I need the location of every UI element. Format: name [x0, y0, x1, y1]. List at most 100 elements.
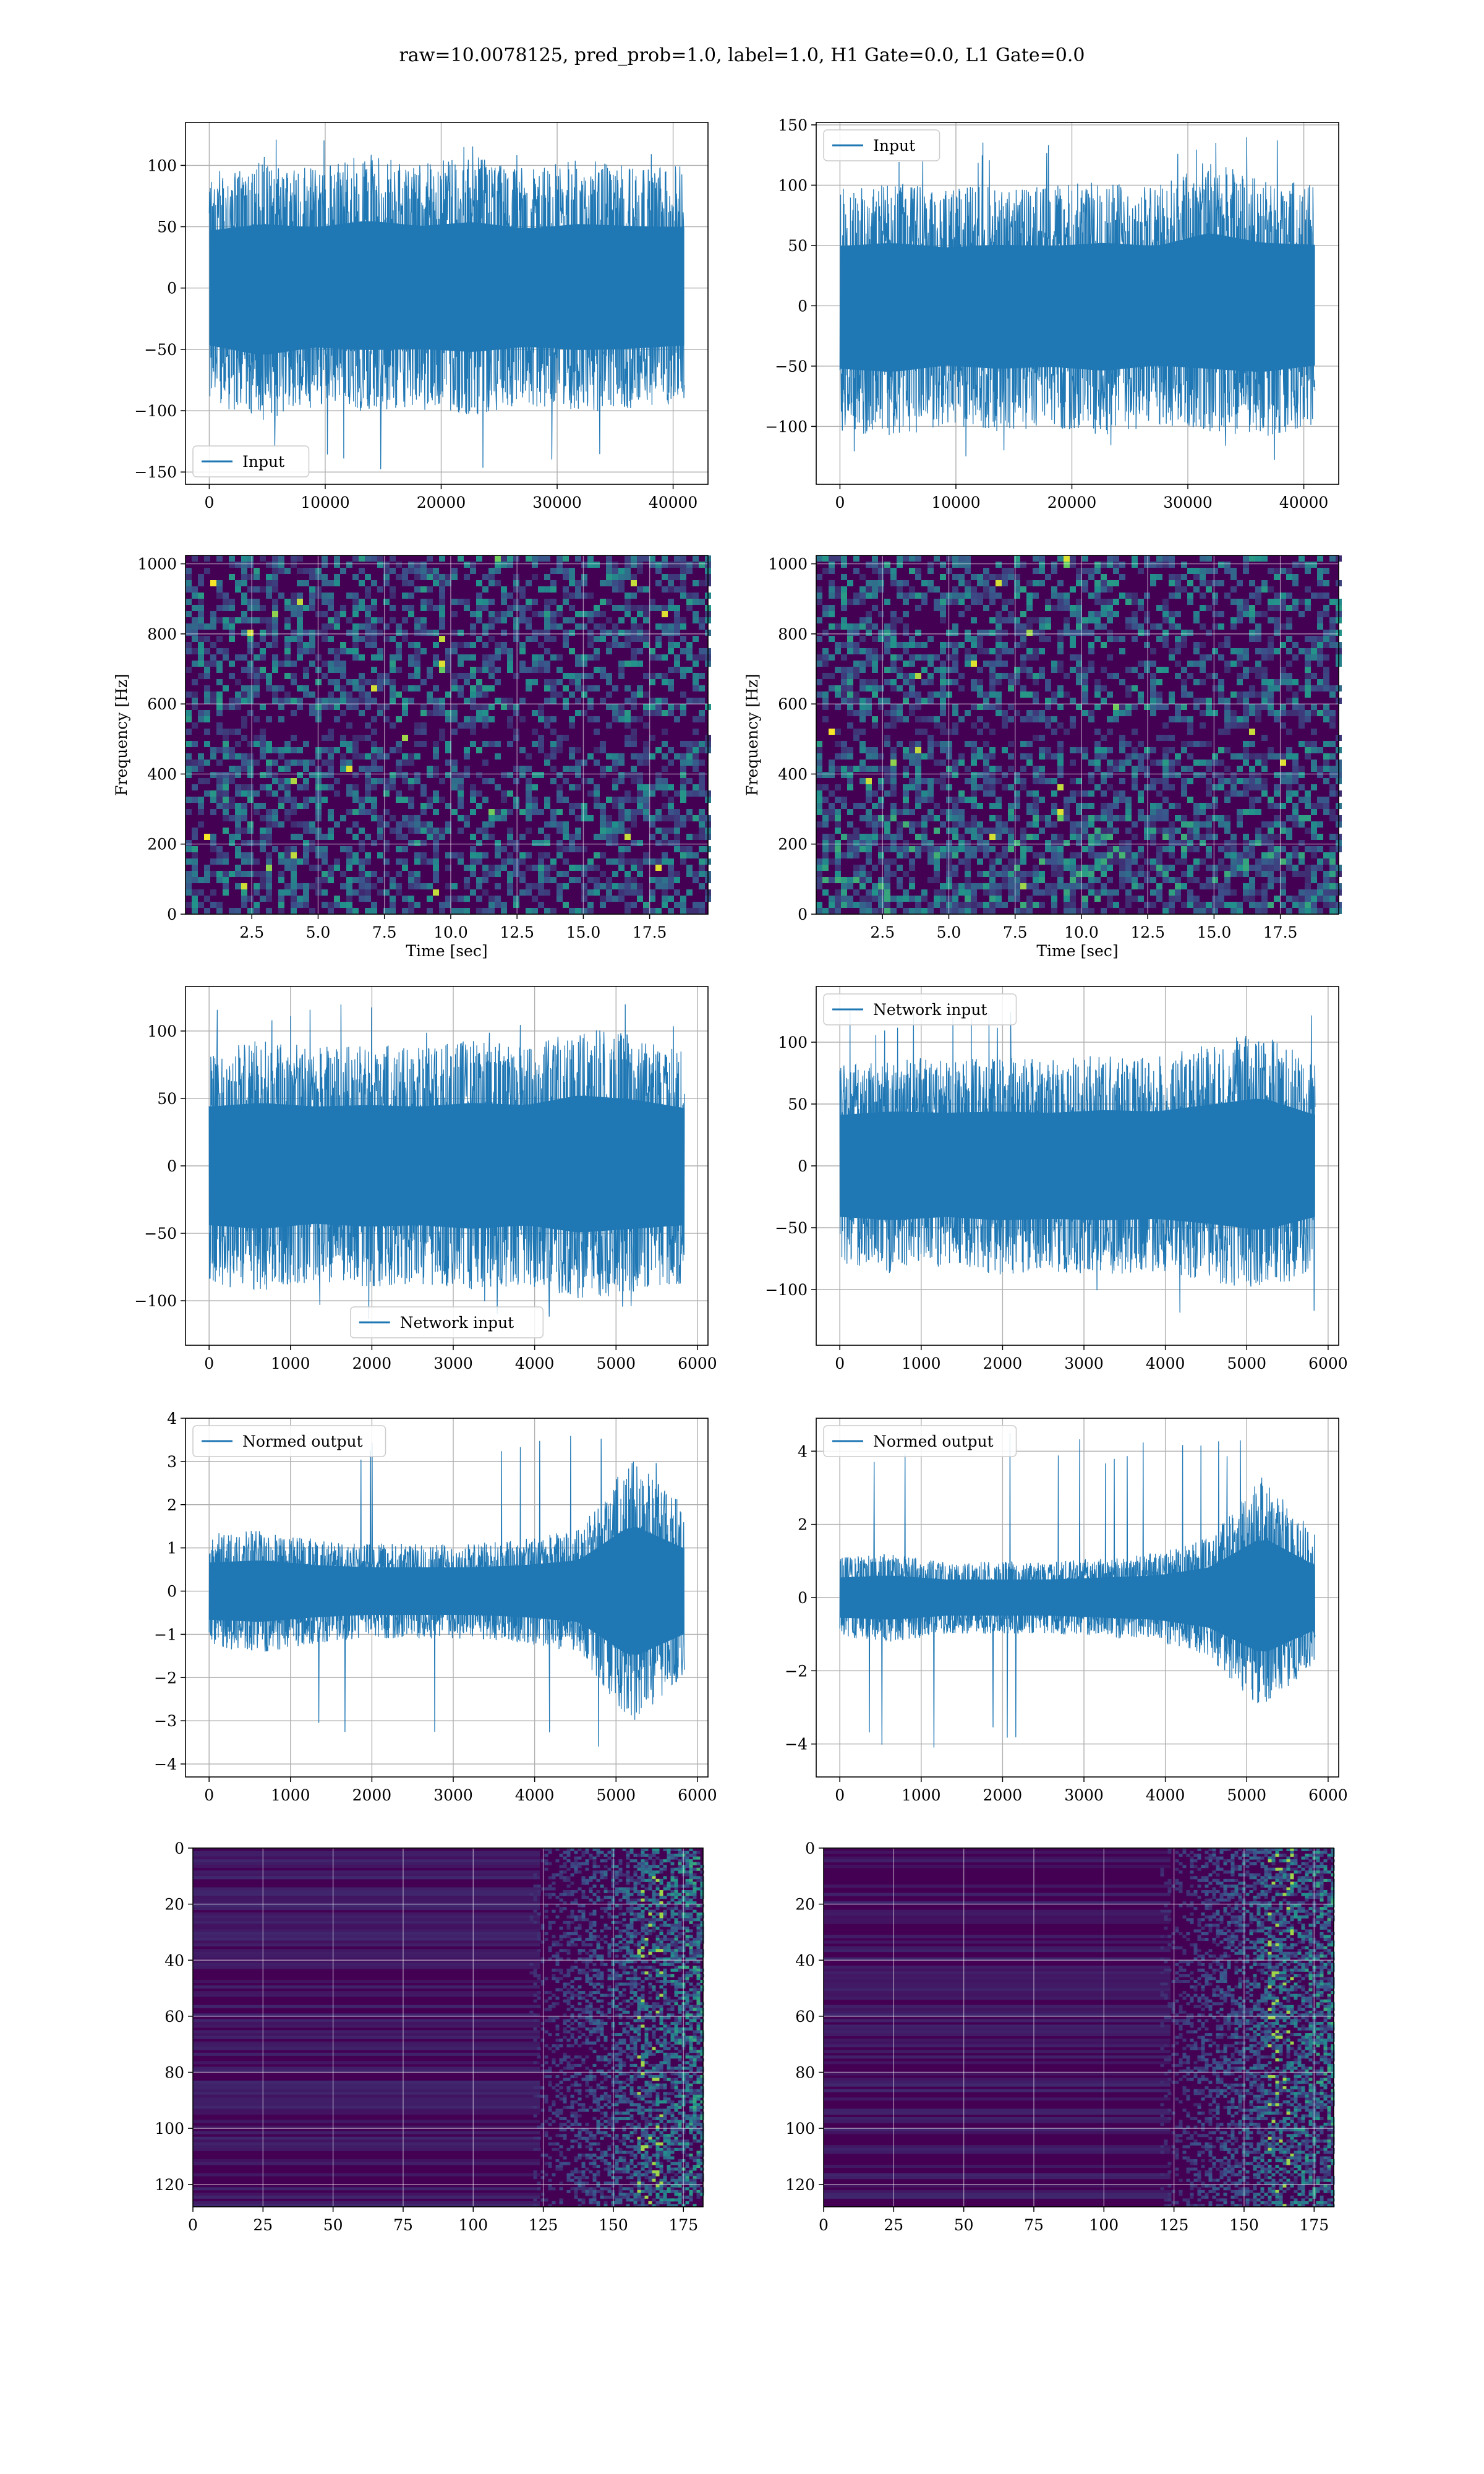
- heatmap-cell: [284, 741, 291, 747]
- heatmap-cell: [1237, 648, 1243, 654]
- heatmap-cell: [1070, 790, 1076, 797]
- heatmap-cell: [1144, 667, 1150, 673]
- heatmap-cell: [829, 611, 835, 617]
- heatmap-cell: [952, 846, 958, 852]
- heatmap-cell: [334, 667, 340, 673]
- heatmap-cell: [550, 753, 556, 760]
- heatmap-cell: [328, 729, 334, 735]
- heatmap-cell: [989, 772, 996, 778]
- heatmap-cell: [618, 846, 625, 852]
- heatmap-cell: [859, 617, 866, 623]
- heatmap-cell: [223, 654, 229, 661]
- heatmap-cell: [952, 896, 958, 902]
- heatmap-cell: [371, 617, 377, 623]
- heatmap-cell: [915, 673, 921, 679]
- heatmap-cell: [952, 704, 958, 710]
- heatmap-cell: [853, 691, 859, 698]
- heatmap-cell: [890, 908, 897, 914]
- heatmap-cell: [1057, 667, 1064, 673]
- heatmap-cell: [822, 834, 829, 840]
- heatmap-cell: [618, 704, 625, 710]
- heatmap-cell: [210, 623, 216, 630]
- heatmap-cell: [340, 698, 346, 704]
- heatmap-cell: [859, 747, 866, 753]
- heatmap-cell: [556, 828, 563, 834]
- heatmap-cell: [1175, 673, 1181, 679]
- heatmap-cell: [909, 661, 915, 667]
- heatmap-cell: [1169, 846, 1175, 852]
- heatmap-cell: [284, 568, 291, 574]
- heatmap-cell: [254, 858, 260, 865]
- heatmap-cell: [587, 562, 594, 568]
- heatmap-cell: [322, 834, 328, 840]
- heatmap-cell: [328, 593, 334, 599]
- heatmap-cell: [977, 648, 983, 654]
- heatmap-cell: [631, 580, 637, 586]
- heatmap-cell: [556, 784, 563, 790]
- heatmap-cell: [192, 623, 198, 630]
- x-tick-label: 5.0: [937, 923, 962, 941]
- heatmap-cell: [334, 716, 340, 722]
- heatmap-cell: [996, 710, 1002, 716]
- heatmap-cell: [482, 821, 488, 828]
- heatmap-cell: [637, 562, 643, 568]
- heatmap-cell: [1268, 840, 1274, 846]
- heatmap-cell: [1008, 834, 1014, 840]
- heatmap-cell: [1317, 611, 1323, 617]
- heatmap-cell: [1125, 828, 1132, 834]
- heatmap-cell: [977, 636, 983, 642]
- heatmap-cell: [693, 790, 699, 797]
- heatmap-cell: [983, 580, 989, 586]
- heatmap-cell: [272, 568, 278, 574]
- heatmap-cell: [1150, 809, 1156, 815]
- heatmap-cell: [1212, 896, 1218, 902]
- heatmap-cell: [501, 858, 507, 865]
- heatmap-cell: [631, 716, 637, 722]
- heatmap-cell: [637, 611, 643, 617]
- heatmap-cell: [965, 889, 971, 896]
- heatmap-cell: [266, 741, 272, 747]
- heatmap-cell: [1311, 642, 1317, 648]
- heatmap-cell: [1255, 555, 1261, 562]
- heatmap-cell: [284, 809, 291, 815]
- heatmap-cell: [359, 555, 365, 562]
- heatmap-cell: [1033, 679, 1039, 685]
- heatmap-cell: [1119, 574, 1125, 580]
- heatmap-cell: [1237, 599, 1243, 605]
- heatmap-cell: [501, 593, 507, 599]
- heatmap-cell: [544, 852, 550, 858]
- heatmap-cell: [1162, 815, 1169, 821]
- heatmap-cell: [278, 685, 284, 691]
- heatmap-cell: [612, 871, 618, 877]
- heatmap-cell: [495, 784, 501, 790]
- heatmap-cell: [482, 797, 488, 803]
- heatmap-cell: [890, 766, 897, 772]
- heatmap-cell: [1088, 790, 1094, 797]
- heatmap-cell: [346, 741, 352, 747]
- heatmap-cell: [1150, 574, 1156, 580]
- heatmap-cell: [878, 821, 884, 828]
- heatmap-cell: [618, 815, 625, 821]
- heatmap-cell: [408, 840, 414, 846]
- heatmap-cell: [1249, 630, 1255, 636]
- heatmap-cell: [822, 889, 829, 896]
- heatmap-cell: [859, 871, 866, 877]
- heatmap-cell: [272, 586, 278, 593]
- heatmap-cell: [352, 698, 359, 704]
- heatmap-cell: [445, 741, 451, 747]
- heatmap-cell: [328, 865, 334, 871]
- legend: Input: [192, 445, 310, 477]
- heatmap-cell: [563, 821, 569, 828]
- heatmap-cell: [649, 889, 655, 896]
- heatmap-cell: [1076, 630, 1082, 636]
- heatmap-cell: [247, 766, 254, 772]
- heatmap-cell: [915, 908, 921, 914]
- heatmap-cell: [680, 586, 686, 593]
- heatmap-cell: [1020, 852, 1026, 858]
- heatmap-cell: [1243, 704, 1249, 710]
- heatmap-cell: [897, 877, 903, 883]
- heatmap-cell: [668, 574, 674, 580]
- heatmap-cell: [909, 809, 915, 815]
- heatmap-cell: [897, 821, 903, 828]
- heatmap-cell: [1026, 834, 1033, 840]
